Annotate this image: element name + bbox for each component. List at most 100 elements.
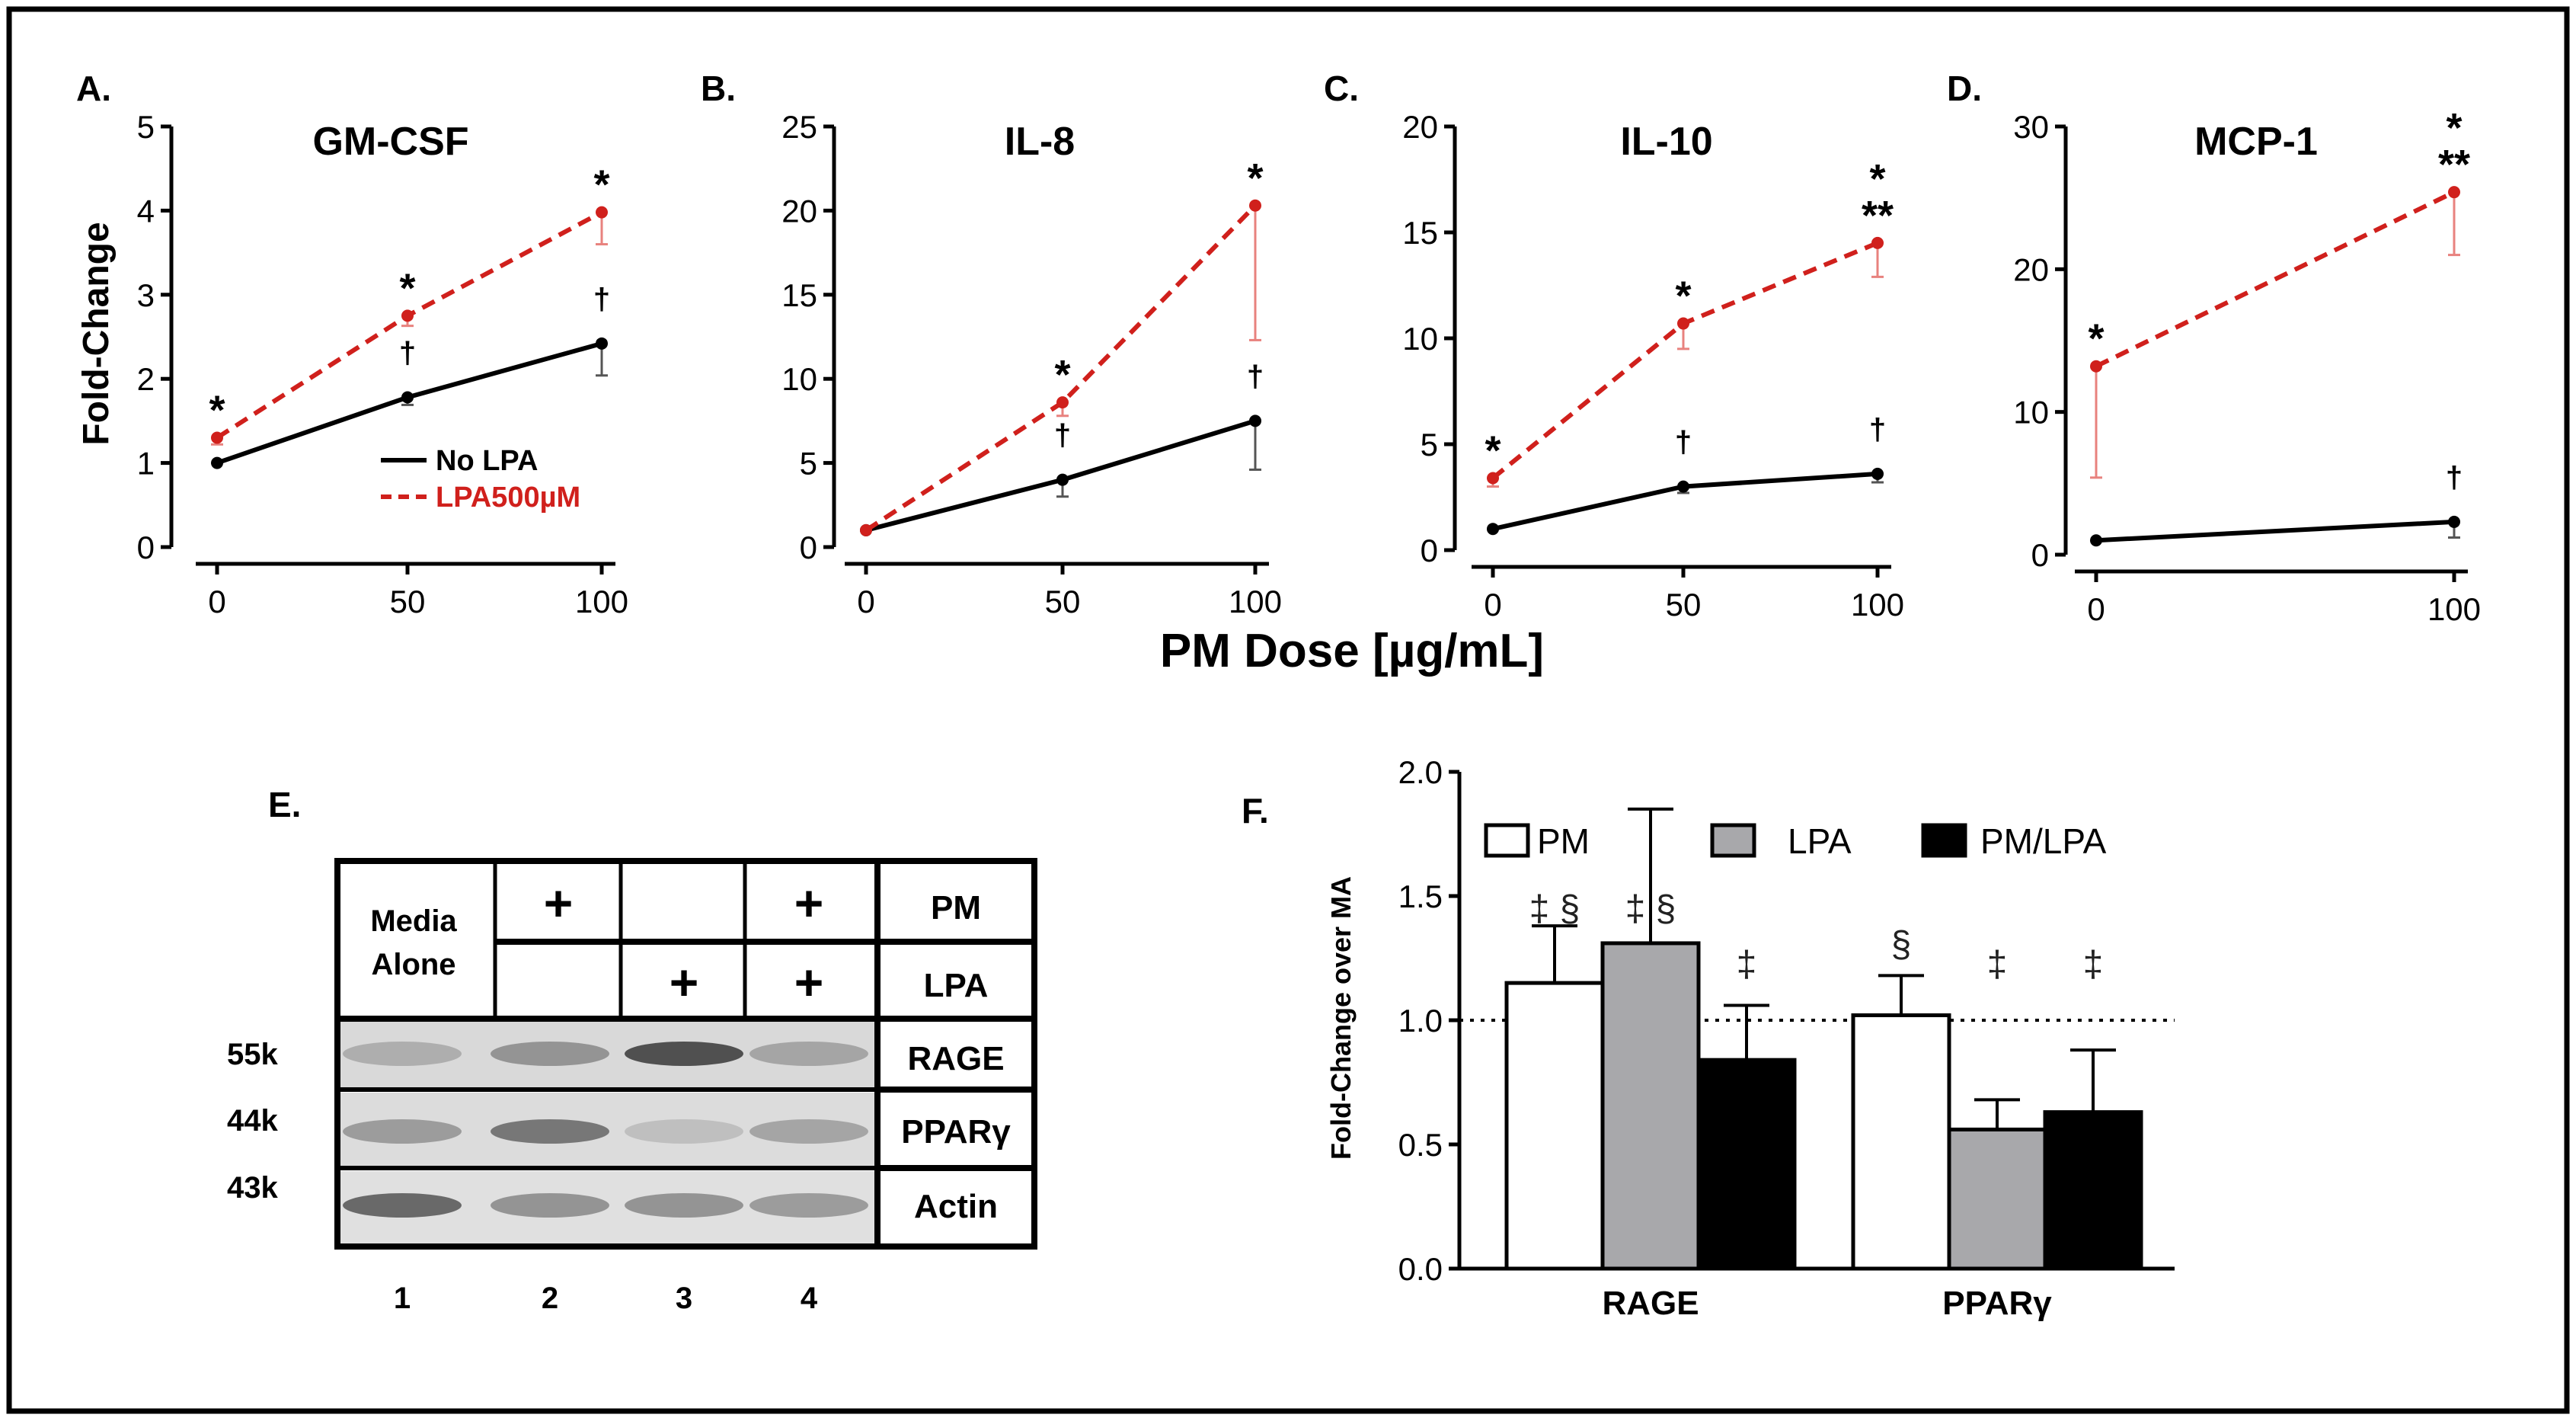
data-point-no-lpa — [1249, 414, 1261, 427]
significance-mark: ‡ — [1737, 945, 1757, 985]
marker-44k: 44k — [227, 1104, 278, 1138]
y-tick-label: 0 — [137, 530, 155, 565]
significance-dagger: † — [2446, 461, 2463, 494]
panel-e-western-blot: E. Media Alone PM LPA RAGE PPARγ Actin 5… — [227, 785, 1037, 1315]
legend-label-no-lpa: No LPA — [436, 445, 538, 477]
y-tick-label: 5 — [800, 446, 817, 482]
data-point-lpa — [211, 431, 223, 444]
bar-lpa — [1600, 941, 1701, 1271]
y-tick-label: 0.0 — [1398, 1251, 1443, 1287]
y-tick-label: 10 — [2013, 395, 2049, 430]
y-tick-label: 0 — [1421, 533, 1438, 568]
significance-star: ** — [2438, 142, 2470, 187]
panel-b-il-8-chart: B. IL-8 — [701, 69, 1075, 164]
blot-treatment-marks: + + + + — [544, 875, 824, 1010]
x-tick-label: 100 — [2427, 591, 2481, 627]
row-label-actin: Actin — [914, 1188, 998, 1225]
blot-band — [343, 1042, 462, 1066]
shared-x-axis-label: PM Dose [µg/mL] — [1160, 625, 1544, 677]
significance-mark: § — [1891, 925, 1912, 965]
x-tick-label: 0 — [208, 584, 225, 619]
significance-dagger: † — [399, 336, 416, 370]
data-point-no-lpa — [1487, 523, 1499, 536]
data-point-no-lpa — [596, 337, 608, 350]
lpa-plus-mark: + — [670, 954, 699, 1010]
x-tick-label: 50 — [1666, 587, 1702, 622]
media-alone-label: Media — [370, 904, 457, 938]
y-tick-label: 30 — [2013, 109, 2049, 145]
blot-band — [625, 1193, 743, 1218]
y-tick-label: 2 — [137, 361, 155, 397]
chart-title: IL-10 — [1620, 120, 1712, 164]
legend-swatch-lpa — [1710, 823, 1756, 858]
significance-mark: ‡ § — [1625, 888, 1676, 929]
bar-pm — [1504, 981, 1605, 1271]
series-line-no-lpa — [2095, 519, 2455, 543]
category-label: PPARγ — [1942, 1285, 2052, 1322]
panel-c-il-10-chart: C. IL-10 — [1324, 69, 1713, 164]
series-line-lpa — [2095, 190, 2456, 369]
x-tick-label: 50 — [1045, 584, 1081, 619]
y-tick-label: 20 — [781, 193, 817, 229]
marker-55k: 55k — [227, 1038, 278, 1071]
significance-star: * — [1247, 155, 1263, 201]
legend-swatch-pm-lpa — [1921, 823, 1967, 858]
chart-title: IL-8 — [1005, 120, 1075, 164]
data-point-no-lpa — [2090, 534, 2102, 547]
data-point-lpa — [1249, 199, 1261, 212]
legend-label-pm: PM — [1537, 821, 1590, 861]
y-axis-label: Fold-Change over MA — [1325, 876, 1357, 1160]
x-tick-label: 100 — [575, 584, 628, 619]
y-tick-label: 0.5 — [1398, 1127, 1443, 1163]
bar-chart-f: 0.0 0.5 1.0 1.5 2.0 ‡ § ‡ § ‡ RAGE § ‡ ‡ PPARγ — [1398, 754, 2175, 1322]
significance-dagger: † — [1869, 413, 1886, 446]
significance-dagger: † — [1247, 360, 1264, 393]
blot-band — [625, 1119, 743, 1144]
chart-title: MCP-1 — [2194, 120, 2318, 164]
y-tick-label: 25 — [781, 109, 817, 145]
data-point-no-lpa — [1871, 467, 1884, 480]
y-tick-label: 1.0 — [1398, 1003, 1443, 1039]
blot-band — [343, 1119, 462, 1144]
data-point-lpa — [401, 309, 414, 322]
bar-pm-lpa — [2043, 1110, 2143, 1271]
panel-letter: F. — [1242, 791, 1269, 831]
data-point-lpa — [1056, 396, 1069, 409]
data-point-no-lpa — [211, 456, 223, 469]
y-tick-label: 10 — [781, 361, 817, 397]
y-tick-label: 0 — [800, 530, 817, 565]
blot-band — [749, 1193, 868, 1218]
y-tick-label: 5 — [1421, 427, 1438, 462]
data-point-lpa — [2090, 360, 2102, 373]
data-point-lpa — [1871, 236, 1884, 249]
significance-star: ** — [1862, 193, 1894, 238]
y-tick-label: 10 — [1402, 321, 1438, 357]
lane-number: 1 — [394, 1282, 411, 1315]
chart-title: GM-CSF — [312, 120, 468, 164]
data-point-no-lpa — [401, 391, 414, 404]
x-tick-label: 0 — [857, 584, 874, 619]
significance-star: * — [1054, 352, 1070, 398]
y-tick-label: 15 — [781, 277, 817, 313]
y-tick-label: 1 — [137, 446, 155, 482]
row-label-rage: RAGE — [907, 1040, 1004, 1077]
legend-swatch-pm — [1484, 823, 1530, 858]
blot-band — [491, 1042, 609, 1066]
row-label-lpa: LPA — [924, 967, 989, 1004]
significance-star: * — [209, 387, 225, 433]
bar-pm — [1851, 1013, 1951, 1271]
x-tick-label: 50 — [390, 584, 426, 619]
data-point-lpa — [2448, 186, 2460, 199]
row-label-ppar: PPARγ — [901, 1113, 1011, 1151]
legend: PM LPA PM/LPA — [1484, 821, 2107, 861]
blot-band — [625, 1042, 743, 1066]
panel-letter: A. — [76, 69, 111, 108]
y-tick-label: 5 — [137, 109, 155, 145]
significance-mark: ‡ — [1987, 945, 2008, 985]
x-tick-label: 100 — [1851, 587, 1904, 622]
x-tick-label: 0 — [1484, 587, 1501, 622]
panel-f-bar-chart: F. Fold-Change over MA PM LPA PM/LPA — [1242, 791, 2107, 1160]
